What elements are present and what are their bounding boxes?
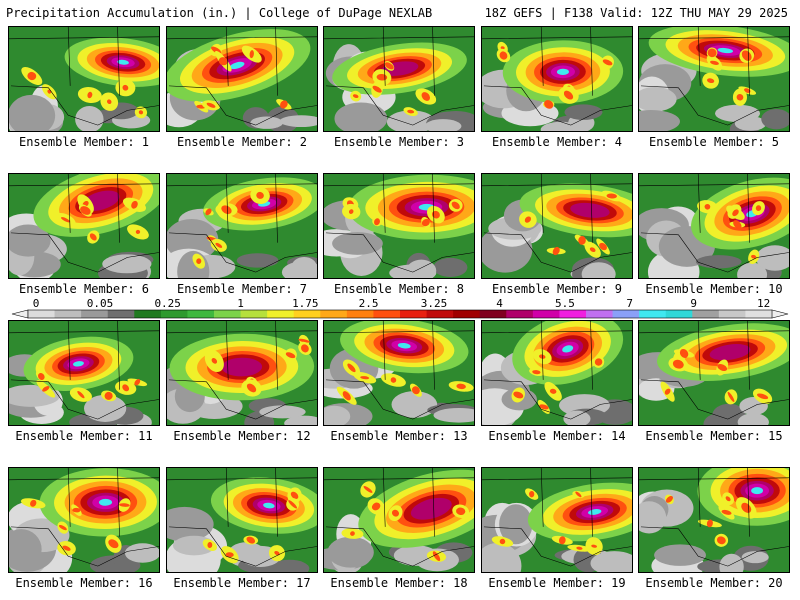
colorbar-tick-label: 4 (496, 297, 503, 310)
ensemble-member-label: Ensemble Member: 13 (330, 429, 468, 443)
colorbar-swatch (187, 310, 215, 318)
colorbar-swatch (479, 310, 507, 318)
ensemble-member-map (638, 26, 790, 132)
ensemble-member-label: Ensemble Member: 11 (15, 429, 153, 443)
model-valid-time: 18Z GEFS | F138 Valid: 12Z THU MAY 29 20… (484, 6, 788, 20)
ensemble-member-map (166, 320, 318, 426)
ensemble-member-map (166, 26, 318, 132)
ensemble-member-map (323, 26, 475, 132)
colorbar-swatch (639, 310, 667, 318)
colorbar-swatch (134, 310, 162, 318)
ensemble-member-map (166, 173, 318, 279)
precipitation-colorbar: 0 0.05 0.25 1 1.75 2.5 3.25 4 5.5 7 9 12 (11, 297, 789, 319)
ensemble-member-label: Ensemble Member: 3 (333, 135, 465, 149)
ensemble-member-map (166, 467, 318, 573)
ensemble-member-map (481, 320, 633, 426)
colorbar-swatch (81, 310, 109, 318)
colorbar-tick-label: 3.25 (421, 297, 448, 310)
ensemble-member-label: Ensemble Member: 20 (645, 576, 783, 590)
ensemble-member-label: Ensemble Member: 12 (173, 429, 311, 443)
ensemble-member-label: Ensemble Member: 16 (15, 576, 153, 590)
colorbar-swatch (532, 310, 560, 318)
ensemble-member-label: Ensemble Member: 14 (488, 429, 626, 443)
ensemble-member-map (638, 173, 790, 279)
colorbar-swatch (373, 310, 401, 318)
colorbar-tick-label: 1.75 (292, 297, 319, 310)
colorbar-tick-label: 12 (757, 297, 770, 310)
colorbar-swatch (665, 310, 693, 318)
colorbar-swatch (692, 310, 720, 318)
ensemble-member-map (323, 173, 475, 279)
ensemble-member-label: Ensemble Member: 7 (176, 282, 308, 296)
ensemble-member-label: Ensemble Member: 9 (491, 282, 623, 296)
ensemble-member-label: Ensemble Member: 6 (18, 282, 150, 296)
colorbar-swatch (559, 310, 587, 318)
colorbar-swatch (320, 310, 348, 318)
colorbar-tick-label: 9 (690, 297, 697, 310)
colorbar-tick-label: 0 (33, 297, 40, 310)
colorbar-swatch (586, 310, 613, 318)
colorbar-swatch (107, 310, 135, 318)
ensemble-member-map (8, 320, 160, 426)
colorbar-tick-label: 7 (626, 297, 633, 310)
ensemble-member-map (638, 467, 790, 573)
colorbar-tick-label: 1 (237, 297, 244, 310)
colorbar-tick-label: 0.05 (87, 297, 114, 310)
colorbar-swatch (346, 310, 374, 318)
ensemble-member-label: Ensemble Member: 15 (645, 429, 783, 443)
ensemble-member-label: Ensemble Member: 10 (645, 282, 783, 296)
ensemble-member-map (8, 26, 160, 132)
ensemble-member-label: Ensemble Member: 8 (333, 282, 465, 296)
colorbar-swatch (718, 310, 746, 318)
colorbar-swatch (426, 310, 454, 318)
ensemble-member-map (481, 173, 633, 279)
ensemble-member-label: Ensemble Member: 1 (18, 135, 150, 149)
ensemble-member-map (481, 467, 633, 573)
colorbar-tick-label: 2.5 (359, 297, 379, 310)
colorbar-swatch (267, 310, 295, 318)
colorbar-tick-label: 5.5 (555, 297, 575, 310)
ensemble-member-label: Ensemble Member: 18 (330, 576, 468, 590)
colorbar-tick-label: 0.25 (154, 297, 181, 310)
colorbar-swatch (506, 310, 534, 318)
colorbar-swatch (214, 310, 241, 318)
colorbar-swatch (240, 310, 268, 318)
colorbar-swatch (293, 310, 321, 318)
colorbar-swatch (28, 310, 55, 318)
colorbar-max-arrow (771, 309, 789, 319)
colorbar-swatch (453, 310, 481, 318)
ensemble-member-label: Ensemble Member: 5 (648, 135, 780, 149)
product-title: Precipitation Accumulation (in.) | Colle… (6, 6, 433, 20)
ensemble-member-map (323, 467, 475, 573)
colorbar-min-arrow (11, 309, 29, 319)
ensemble-member-map (323, 320, 475, 426)
ensemble-member-map (8, 173, 160, 279)
colorbar-swatch (400, 310, 427, 318)
ensemble-member-map (481, 26, 633, 132)
ensemble-member-label: Ensemble Member: 4 (491, 135, 623, 149)
ensemble-member-map (638, 320, 790, 426)
colorbar-swatch (54, 310, 82, 318)
colorbar-frame (27, 309, 773, 319)
ensemble-member-label: Ensemble Member: 19 (488, 576, 626, 590)
colorbar-swatch (160, 310, 188, 318)
ensemble-member-label: Ensemble Member: 2 (176, 135, 308, 149)
ensemble-member-label: Ensemble Member: 17 (173, 576, 311, 590)
ensemble-member-map (8, 467, 160, 573)
colorbar-swatch (612, 310, 640, 318)
colorbar-swatch (745, 310, 773, 318)
